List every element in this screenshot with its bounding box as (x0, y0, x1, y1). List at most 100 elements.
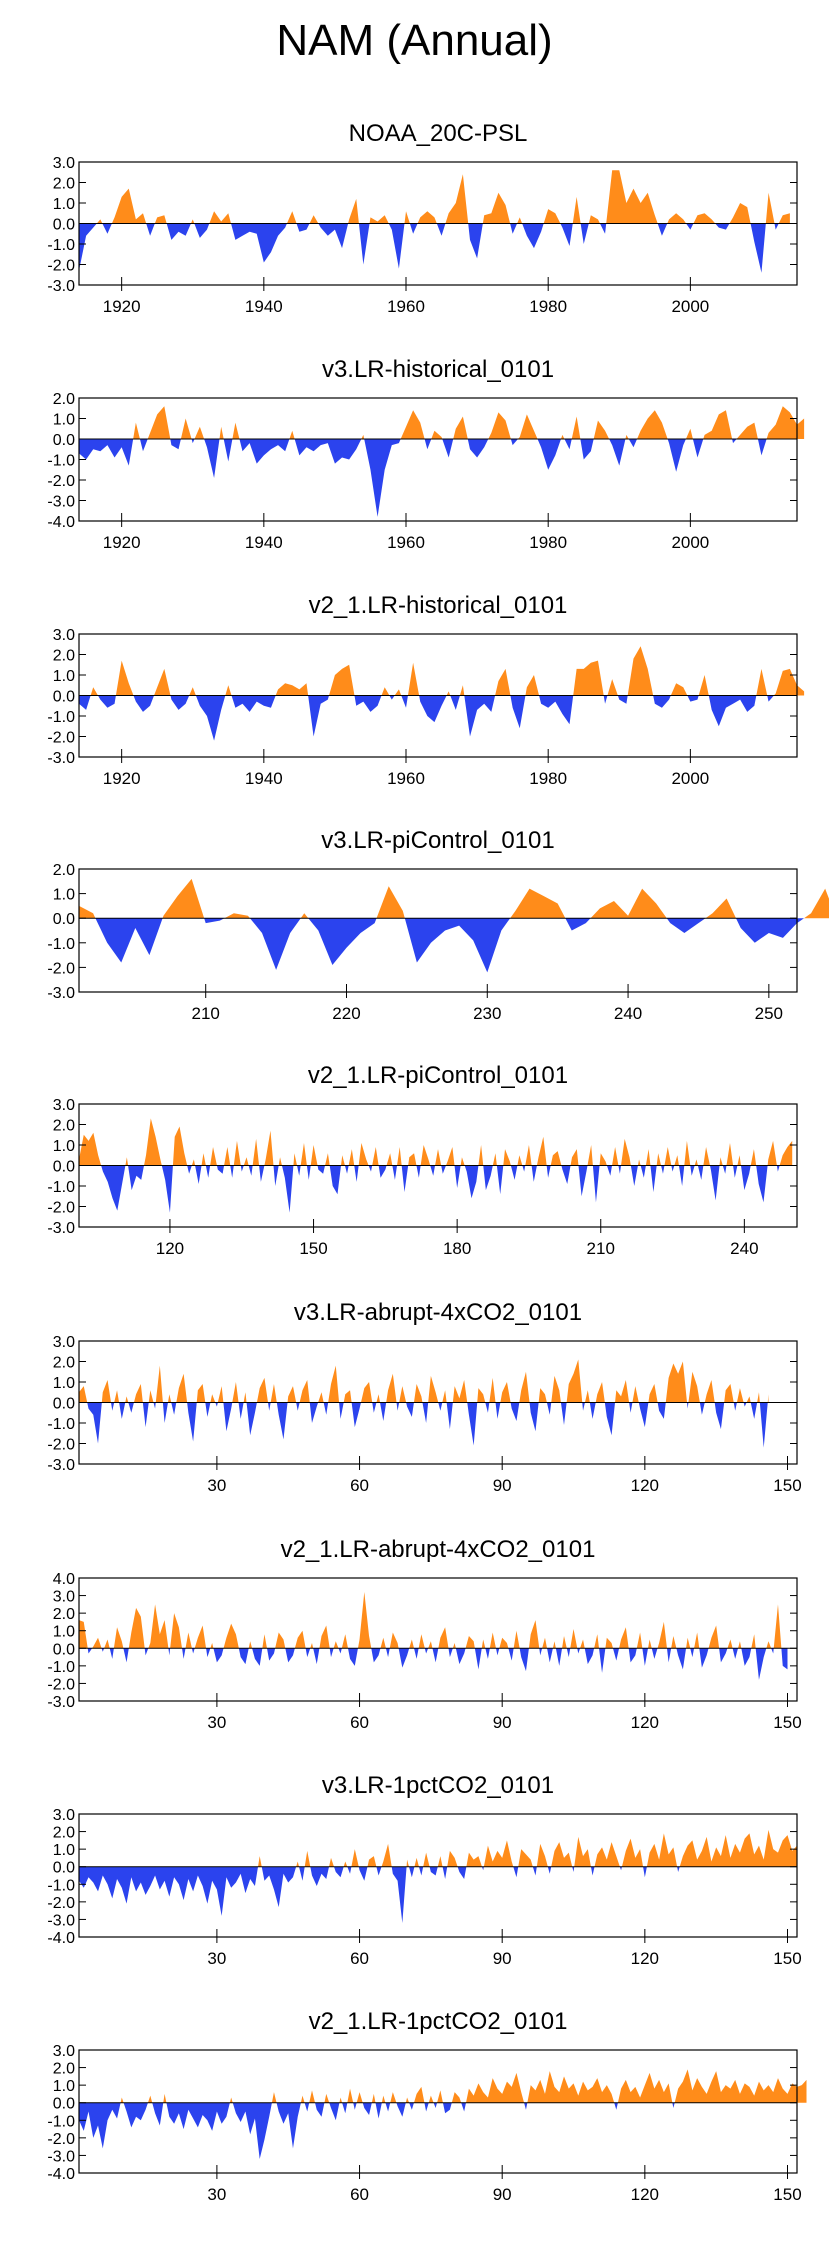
x-tick-label: 90 (493, 1476, 512, 1495)
y-tick-label: 2.0 (53, 862, 75, 879)
y-tick-label: -4.0 (47, 1930, 75, 1947)
x-tick-label: 240 (614, 1004, 642, 1023)
y-tick-label: 1.0 (53, 887, 75, 904)
y-tick-label: -3.0 (47, 278, 75, 295)
x-tick-label: 1960 (387, 297, 425, 316)
y-tick-label: -3.0 (47, 1457, 75, 1474)
y-tick-label: -3.0 (47, 1912, 75, 1929)
y-tick-label: -4.0 (47, 2166, 75, 2183)
y-tick-label: 3.0 (53, 1807, 75, 1824)
positive-area (79, 1118, 793, 1166)
y-tick-label: 3.0 (53, 2043, 75, 2060)
x-tick-label: 60 (350, 1713, 369, 1732)
y-tick-label: 1.0 (53, 2078, 75, 2095)
panel-3: v2_1.LR-historical_0101 3.0 2.0 1.0 0.0 -1.0 -… (47, 592, 805, 788)
y-tick-label: 2.0 (53, 1355, 75, 1372)
y-tick-label: -1.0 (47, 1416, 75, 1433)
x-tick-label: 210 (192, 1004, 220, 1023)
y-tick-label: 3.0 (53, 1097, 75, 1114)
x-tick-label: 1940 (245, 769, 283, 788)
x-tick-label: 60 (350, 2185, 369, 2204)
y-tick-label: 4.0 (53, 1571, 75, 1588)
y-tick-label: -4.0 (47, 514, 75, 531)
x-tick-label: 150 (773, 1949, 801, 1968)
y-tick-label: -3.0 (47, 985, 75, 1002)
y-tick-label: -2.0 (47, 730, 75, 747)
x-tick-label: 1980 (529, 769, 567, 788)
panel-title: v2_1.LR-piControl_0101 (308, 1062, 568, 1089)
y-tick-label: 1.0 (53, 1624, 75, 1641)
x-tick-label: 60 (350, 1949, 369, 1968)
panel-5: v2_1.LR-piControl_0101 3.0 2.0 1.0 0.0 -1.0 -2… (47, 1062, 798, 1258)
x-tick-label: 150 (773, 2185, 801, 2204)
x-tick-label: 120 (631, 2185, 659, 2204)
plot-frame (78, 2049, 798, 2174)
y-tick-label: 2.0 (53, 648, 75, 665)
x-tick-label: 60 (350, 1476, 369, 1495)
x-tick-label: 2000 (671, 769, 709, 788)
x-tick-label: 30 (207, 2185, 226, 2204)
y-tick-label: -3.0 (47, 1694, 75, 1711)
y-tick-label: -2.0 (47, 1437, 75, 1454)
negative-area (79, 2102, 675, 2159)
panel-6: v3.LR-abrupt-4xCO2_0101 3.0 2.0 1.0 0.0 -1.0 -… (47, 1299, 801, 1495)
positive-area (120, 2069, 807, 2103)
x-tick-label: 1940 (245, 297, 283, 316)
plot-frame (78, 1577, 798, 1702)
y-tick-label: 1.0 (53, 1138, 75, 1155)
y-tick-label: 1.0 (53, 1375, 75, 1392)
x-tick-label: 1920 (103, 533, 141, 552)
panel-4: v3.LR-piControl_0101 2.0 1.0 0.0 -1.0 -2.0 -3.… (47, 827, 829, 1023)
y-tick-label: -3.0 (47, 750, 75, 767)
x-tick-label: 120 (631, 1476, 659, 1495)
negative-area (79, 223, 779, 273)
x-tick-label: 120 (631, 1949, 659, 1968)
x-tick-label: 240 (730, 1239, 758, 1258)
x-tick-label: 120 (156, 1239, 184, 1258)
y-tick-label: -2.0 (47, 960, 75, 977)
y-tick-label: 2.0 (53, 2061, 75, 2078)
x-tick-label: 250 (755, 1004, 783, 1023)
x-tick-label: 30 (207, 1949, 226, 1968)
negative-area (79, 439, 767, 517)
positive-area (133, 406, 805, 439)
y-tick-label: 0.0 (53, 2096, 75, 2113)
y-tick-label: -3.0 (47, 494, 75, 511)
x-tick-label: 150 (773, 1476, 801, 1495)
y-tick-label: 0.0 (53, 1641, 75, 1658)
y-tick-label: -1.0 (47, 1659, 75, 1676)
y-tick-label: 0.0 (53, 1159, 75, 1176)
y-tick-label: 0.0 (53, 911, 75, 928)
x-tick-label: 2000 (671, 533, 709, 552)
panel-2: v3.LR-historical_0101 2.0 1.0 0.0 -1.0 -2.0 -3… (47, 356, 805, 552)
y-tick-label: -2.0 (47, 258, 75, 275)
negative-area (87, 1402, 768, 1448)
y-tick-label: 2.0 (53, 1825, 75, 1842)
y-tick-label: 0.0 (53, 689, 75, 706)
x-tick-label: 90 (493, 1949, 512, 1968)
y-tick-label: 2.0 (53, 1606, 75, 1623)
panel-title: v2_1.LR-1pctCO2_0101 (309, 2008, 568, 2035)
positive-area (258, 1829, 798, 1867)
x-tick-label: 30 (207, 1476, 226, 1495)
y-tick-label: 0.0 (53, 217, 75, 234)
y-tick-label: 1.0 (53, 412, 75, 429)
y-tick-label: -1.0 (47, 453, 75, 470)
x-tick-label: 220 (332, 1004, 360, 1023)
y-tick-label: 3.0 (53, 627, 75, 644)
panel-title: v2_1.LR-abrupt-4xCO2_0101 (281, 1536, 596, 1563)
x-tick-label: 1960 (387, 769, 425, 788)
y-tick-label: -1.0 (47, 2113, 75, 2130)
x-tick-label: 1920 (103, 769, 141, 788)
panel-title: v3.LR-piControl_0101 (321, 827, 554, 854)
x-tick-label: 2000 (671, 297, 709, 316)
negative-area (87, 1648, 788, 1680)
y-tick-label: 0.0 (53, 1396, 75, 1413)
y-tick-label: -1.0 (47, 237, 75, 254)
y-tick-label: 1.0 (53, 1842, 75, 1859)
y-tick-label: 0.0 (53, 432, 75, 449)
y-tick-label: 3.0 (53, 1334, 75, 1351)
positive-area (79, 1359, 769, 1403)
y-tick-label: 1.0 (53, 668, 75, 685)
positive-area (79, 878, 829, 919)
